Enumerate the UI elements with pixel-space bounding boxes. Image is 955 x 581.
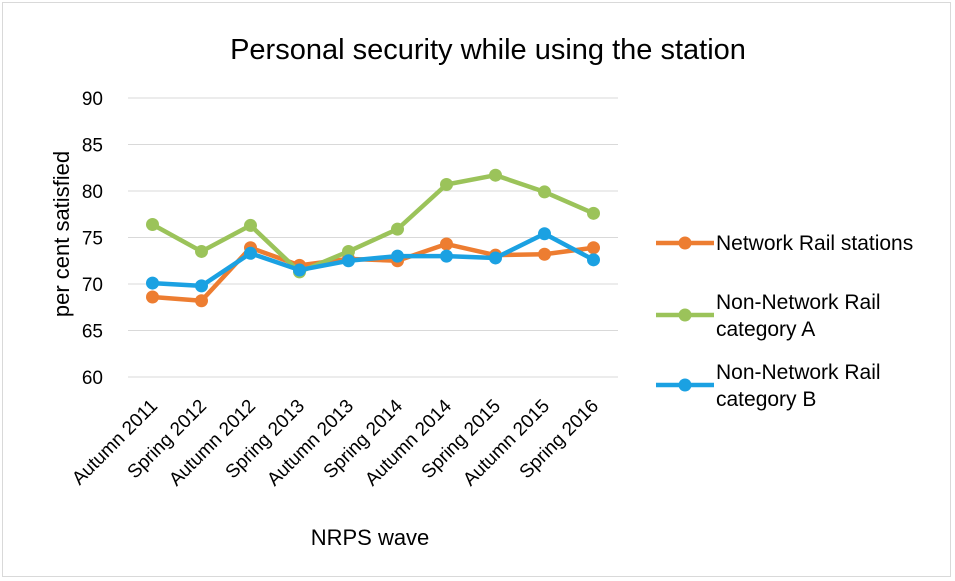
series-3-point-7 (440, 249, 453, 263)
series-2-line (150, 172, 596, 275)
series-3-point-5 (342, 254, 355, 268)
series-2-point-1 (146, 217, 159, 231)
legend-label-3-line-2: category B (716, 388, 816, 411)
legend-swatch-marker-3 (678, 378, 692, 392)
y-tick-label-85: 85 (82, 136, 103, 157)
series-2-point-6 (391, 222, 404, 236)
y-tick-label-80: 80 (82, 182, 103, 203)
series-1 (146, 237, 600, 308)
chart-title: Personal security while using the statio… (230, 34, 746, 66)
series-2-point-8 (489, 168, 502, 182)
series-2-point-7 (440, 177, 453, 191)
y-tick-label-75: 75 (82, 229, 103, 250)
series-2 (146, 168, 600, 279)
legend-item-1: Network Rail stations (656, 232, 913, 255)
series-3-point-3 (244, 246, 257, 260)
legend-item-3: Non-Network Rail category B (656, 361, 881, 411)
series-1-point-9 (538, 247, 551, 261)
x-axis-title: NRPS wave (311, 525, 430, 550)
series-3-point-4 (293, 263, 306, 277)
legend-swatch-marker-1 (678, 236, 692, 250)
legend-label-1-line-1: Network Rail stations (716, 232, 913, 255)
series-3 (146, 227, 600, 293)
series-group (146, 168, 600, 308)
series-2-point-5 (342, 244, 355, 258)
series-3-point-2 (195, 279, 208, 293)
legend-label-3-line-1: Non-Network Rail (716, 361, 881, 384)
series-3-point-6 (391, 249, 404, 263)
series-2-point-2 (195, 244, 208, 258)
y-tick-labels: 60 65 70 75 80 85 90 (82, 89, 103, 389)
series-3-point-10 (587, 253, 600, 267)
y-axis-title: per cent satisfied (49, 151, 74, 317)
legend: Network Rail stations Non-Network Rail cat… (656, 232, 913, 411)
series-2-point-3 (244, 218, 257, 232)
legend-swatch-marker-2 (678, 308, 692, 322)
series-3-point-1 (146, 276, 159, 290)
legend-item-2: Non-Network Rail category A (656, 291, 881, 341)
series-3-point-8 (489, 251, 502, 265)
gridlines (128, 97, 618, 378)
series-2-point-10 (587, 206, 600, 220)
series-1-point-1 (146, 290, 159, 304)
legend-label-2-line-1: Non-Network Rail (716, 291, 881, 314)
y-tick-label-90: 90 (82, 89, 103, 110)
y-tick-label-70: 70 (82, 275, 103, 296)
legend-label-2-line-2: category A (716, 318, 815, 341)
series-1-point-7 (440, 237, 453, 251)
series-1-point-10 (587, 241, 600, 255)
series-2-point-9 (538, 185, 551, 199)
y-tick-label-65: 65 (82, 322, 103, 343)
series-3-line (150, 231, 596, 289)
y-tick-label-60: 60 (82, 368, 103, 389)
series-1-point-2 (195, 294, 208, 308)
series-3-point-9 (538, 227, 551, 241)
